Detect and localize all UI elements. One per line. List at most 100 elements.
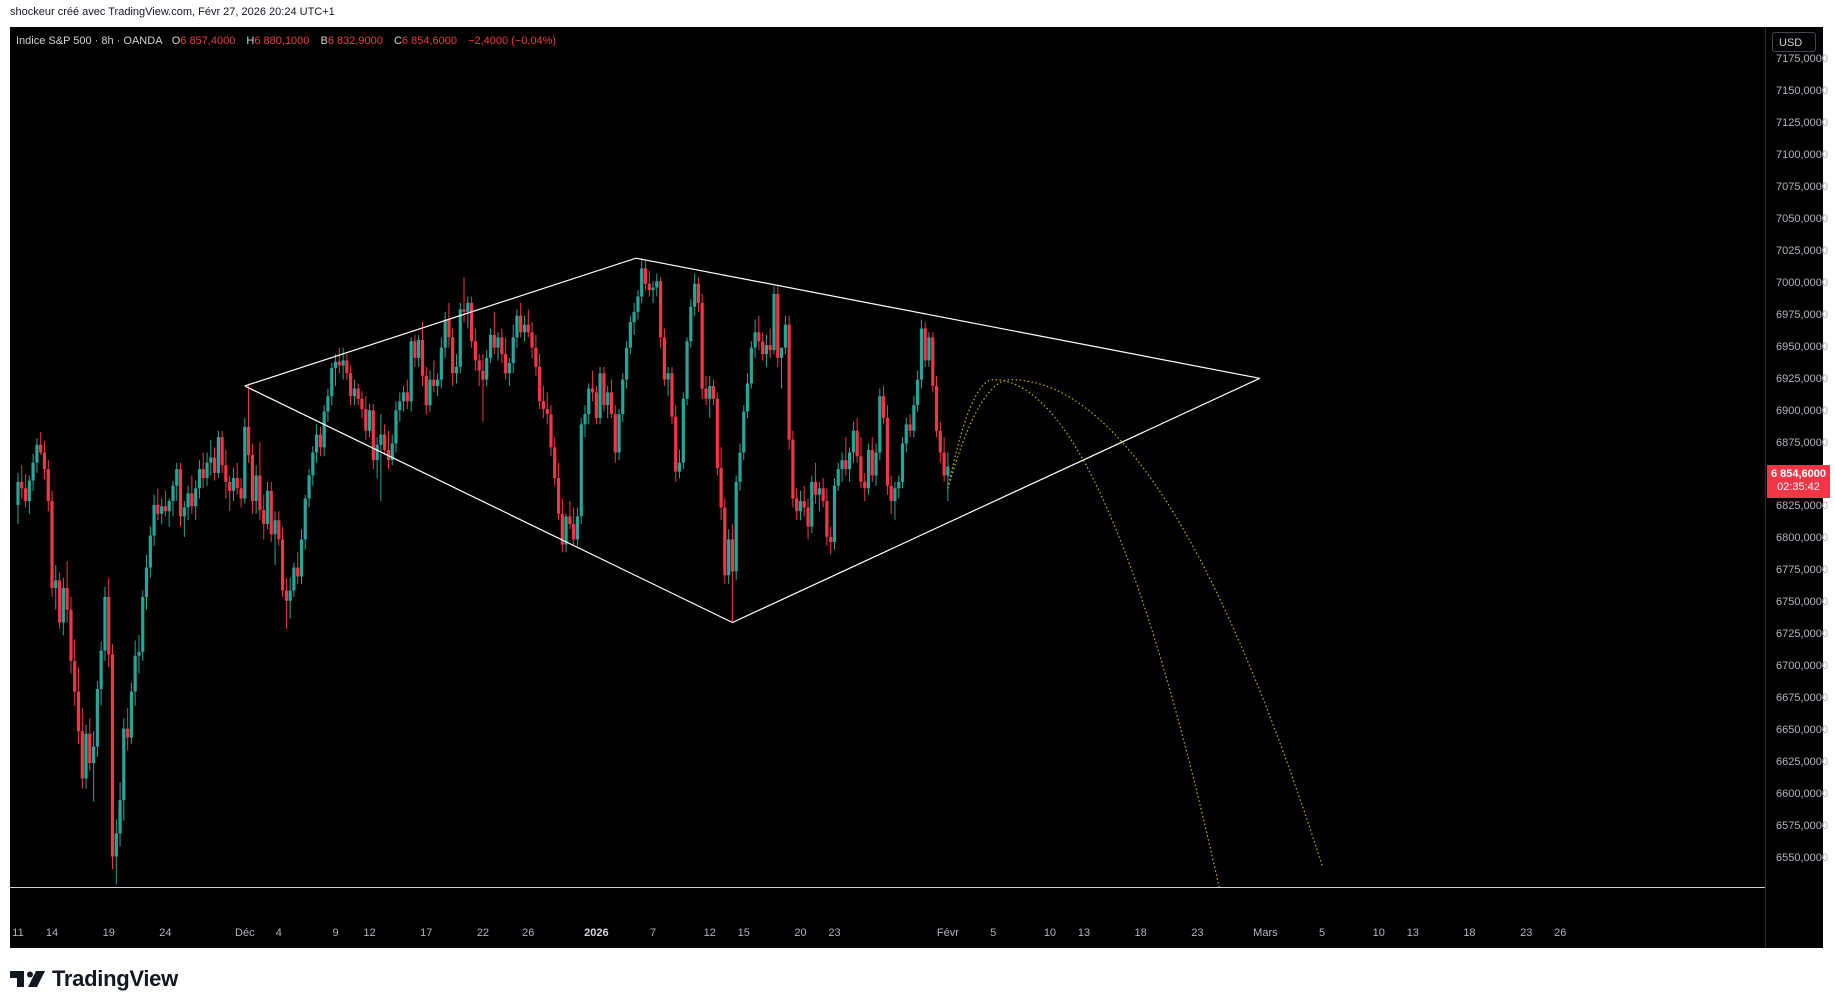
- candle: [689, 299, 693, 348]
- candle-body: [553, 447, 557, 479]
- candle-body: [303, 498, 307, 540]
- candle: [318, 426, 323, 457]
- candle-body: [16, 481, 20, 505]
- candle: [409, 337, 413, 412]
- time-tick-label: 12: [703, 927, 716, 939]
- time-tick-label: 15: [737, 927, 750, 939]
- candle-body: [311, 452, 315, 476]
- candle-body: [50, 501, 54, 588]
- candle: [859, 437, 863, 489]
- time-tick-label: 18: [1463, 927, 1476, 939]
- candle: [761, 332, 765, 361]
- candle-body: [254, 475, 258, 502]
- candle-body: [492, 334, 496, 348]
- candle-body: [356, 388, 360, 399]
- candle-body: [889, 485, 893, 502]
- candle: [829, 526, 833, 555]
- candle: [20, 465, 24, 499]
- candle: [284, 577, 289, 629]
- candle: [311, 446, 315, 486]
- candle: [201, 452, 205, 489]
- candle-body: [787, 324, 791, 440]
- candle: [69, 596, 73, 674]
- candle: [209, 439, 213, 476]
- candle: [360, 391, 364, 418]
- candle: [333, 354, 338, 386]
- chart-frame[interactable]: Indice S&P 500 · 8h · OANDA O6 857,4000 …: [10, 27, 1830, 948]
- pane-divider[interactable]: [10, 887, 1765, 888]
- candle-body: [927, 337, 931, 361]
- candle-body: [470, 302, 474, 342]
- candle: [122, 718, 126, 821]
- candle-body: [942, 452, 946, 476]
- candle-body: [783, 324, 787, 348]
- candle: [345, 354, 349, 380]
- candle-body: [394, 410, 398, 444]
- candle-body: [881, 396, 886, 418]
- candle-body: [522, 324, 527, 333]
- candle-body: [167, 501, 171, 512]
- price-tick-label: 7075,0000: [1776, 180, 1828, 193]
- candle: [878, 388, 882, 461]
- candle-body: [636, 296, 640, 312]
- candle-body: [488, 334, 493, 358]
- candle-body: [628, 322, 632, 348]
- symbol-label[interactable]: Indice S&P 500 · 8h · OANDA: [16, 35, 163, 47]
- candle-body: [137, 651, 141, 656]
- low-value: 6 832,9000: [327, 35, 383, 47]
- candle-body: [689, 306, 693, 342]
- candle-body: [851, 430, 856, 453]
- candle: [504, 337, 508, 380]
- candle-body: [20, 481, 24, 489]
- candle: [556, 462, 561, 521]
- candle: [197, 460, 202, 499]
- price-tick-label: 7125,0000: [1776, 116, 1828, 129]
- candle-body: [715, 398, 719, 468]
- candle: [772, 286, 776, 355]
- candle: [534, 334, 538, 376]
- price-tick-label: 6650,0000: [1776, 724, 1828, 737]
- candle: [666, 366, 670, 397]
- tradingview-brand[interactable]: TradingView: [10, 966, 178, 992]
- candle-body: [625, 347, 629, 380]
- candle: [885, 405, 890, 495]
- time-tick-label: 5: [990, 927, 997, 939]
- candle: [126, 708, 130, 751]
- candle: [239, 478, 243, 508]
- candle-body: [156, 504, 160, 514]
- candle: [847, 447, 852, 482]
- candle: [783, 315, 787, 355]
- candle: [568, 501, 572, 530]
- candle-body: [352, 388, 357, 397]
- candle: [246, 383, 251, 463]
- candle-body: [273, 520, 277, 535]
- price-tick-label: 6750,0000: [1776, 596, 1828, 609]
- candle: [670, 366, 674, 425]
- candle: [243, 417, 247, 504]
- candle: [821, 478, 825, 508]
- candle: [564, 513, 568, 553]
- candle-body: [606, 392, 610, 406]
- candle-body: [545, 409, 549, 415]
- time-tick-label: 26: [1554, 927, 1567, 939]
- candle: [674, 405, 678, 482]
- price-chart[interactable]: [10, 27, 1823, 948]
- currency-button[interactable]: USD: [1772, 32, 1816, 52]
- candle-body: [23, 488, 28, 502]
- candle-body: [371, 410, 375, 461]
- candles-layer: [16, 257, 1323, 887]
- candle: [889, 475, 893, 514]
- price-tick-label: 6800,0000: [1776, 532, 1828, 545]
- candle-body: [364, 409, 368, 431]
- candle: [813, 462, 818, 504]
- candle: [386, 430, 391, 470]
- candle-body: [821, 488, 825, 502]
- upper-right-edge: [635, 257, 1260, 379]
- candle-body: [367, 410, 372, 431]
- price-tick-label: 7050,0000: [1776, 212, 1828, 225]
- candle-body: [269, 490, 273, 535]
- candle: [148, 526, 152, 578]
- candle-body: [504, 354, 508, 374]
- candle: [832, 478, 837, 550]
- candle-body: [61, 587, 65, 623]
